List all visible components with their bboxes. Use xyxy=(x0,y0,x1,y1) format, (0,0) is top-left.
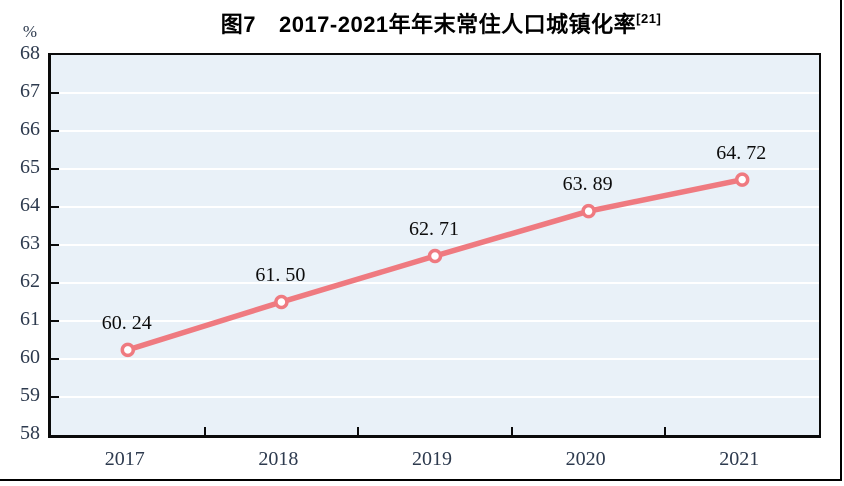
y-axis-tick xyxy=(51,168,59,170)
chart-title-prefix: 图7 xyxy=(220,12,256,37)
trend-line xyxy=(125,176,745,353)
y-axis-unit-label: % xyxy=(22,22,38,41)
y-axis-tick-label: 61 xyxy=(20,308,40,330)
y-axis-tick-label: 58 xyxy=(20,422,40,444)
gridline xyxy=(51,168,819,170)
data-point-label: 62. 71 xyxy=(409,218,459,241)
data-point-marker xyxy=(120,342,136,358)
y-axis-tick xyxy=(51,130,59,132)
data-point-marker xyxy=(274,294,289,310)
data-point-marker xyxy=(734,172,750,187)
y-axis-tick xyxy=(51,358,59,360)
x-axis-tick-label: 2019 xyxy=(412,448,452,470)
y-axis-tick-label: 68 xyxy=(20,42,40,64)
y-axis-tick-label: 63 xyxy=(20,232,40,254)
data-point-label: 61. 50 xyxy=(255,264,306,286)
gridline xyxy=(51,282,819,284)
x-axis-tick xyxy=(357,427,360,435)
y-axis-tick-label: 62 xyxy=(20,270,40,292)
y-axis-tick xyxy=(51,92,59,94)
x-axis-tick xyxy=(664,427,667,435)
y-axis-tick-label: 65 xyxy=(20,156,40,178)
chart-title-footnote-superscript: [21] xyxy=(636,11,662,26)
x-axis-tick xyxy=(510,427,513,435)
y-axis-tick xyxy=(51,206,59,208)
data-point-label: 64. 72 xyxy=(716,141,767,164)
x-axis-tick-label: 2018 xyxy=(258,448,299,470)
gridline xyxy=(51,320,819,322)
data-point-marker xyxy=(581,203,596,219)
data-point-label: 63. 89 xyxy=(562,173,613,196)
line-chart-canvas xyxy=(120,172,750,358)
x-axis-tick xyxy=(203,427,206,435)
y-axis-tick-label: 60 xyxy=(20,346,40,368)
data-point-label: 60. 24 xyxy=(101,311,152,334)
y-axis-tick-label: 66 xyxy=(20,118,40,140)
gridline xyxy=(51,396,819,398)
y-axis-tick xyxy=(51,244,59,246)
chart-title-text: 2017-2021年年末常住人口城镇化率 xyxy=(278,12,637,37)
x-axis-tick-label: 2020 xyxy=(565,448,606,470)
y-axis-tick xyxy=(51,396,59,398)
plot-area xyxy=(48,53,821,438)
y-axis-tick-label: 67 xyxy=(20,80,40,102)
data-point-marker xyxy=(427,248,443,264)
chart-title: 图7 2017-2021年年末常住人口城镇化率[21] xyxy=(48,7,834,39)
y-axis-tick xyxy=(51,320,59,322)
x-axis-tick-label: 2021 xyxy=(719,448,760,470)
gridline xyxy=(51,92,819,94)
y-axis-tick-label: 64 xyxy=(20,194,40,216)
gridline xyxy=(51,206,819,208)
gridline xyxy=(51,358,819,360)
gridline xyxy=(51,244,819,246)
gridline xyxy=(51,130,819,132)
y-axis-tick xyxy=(51,282,59,284)
x-axis-tick-label: 2017 xyxy=(104,448,145,470)
y-axis-tick-label: 59 xyxy=(20,384,40,406)
